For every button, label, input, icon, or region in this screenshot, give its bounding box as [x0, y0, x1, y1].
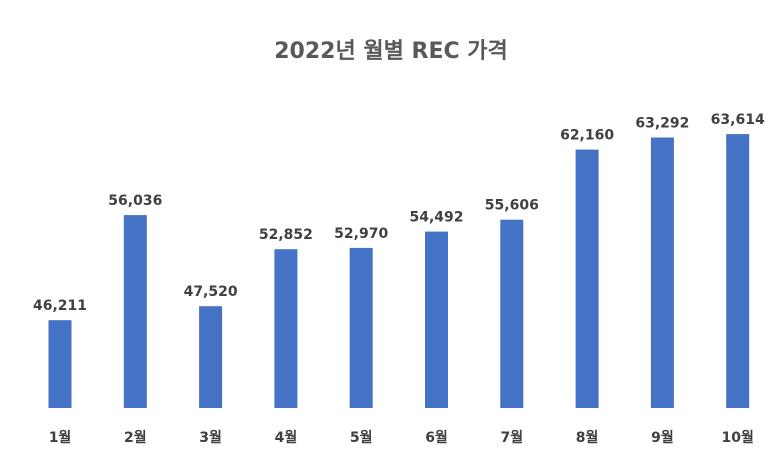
data-label-2: 56,036: [108, 193, 162, 209]
bar-3: [199, 306, 223, 408]
bar-1: [48, 320, 72, 408]
bar-9: [650, 137, 674, 408]
bar-8: [575, 149, 599, 408]
x-tick-label-8: 8월: [576, 429, 599, 446]
data-label-1: 46,211: [33, 298, 87, 314]
bar-4: [274, 249, 298, 408]
bar-7: [500, 219, 524, 408]
data-label-4: 52,852: [259, 227, 313, 243]
bar-6: [425, 231, 448, 408]
x-tick-label-3: 3월: [199, 429, 222, 446]
bar-2: [123, 215, 147, 408]
data-label-8: 62,160: [560, 128, 614, 144]
data-label-6: 54,492: [409, 210, 463, 226]
x-tick-label-4: 4월: [275, 429, 298, 446]
x-tick-label-1: 1월: [49, 429, 72, 446]
chart-title: 2022년 월별 REC 가격: [274, 39, 508, 64]
data-label-5: 52,970: [334, 226, 388, 242]
data-label-3: 47,520: [184, 284, 238, 300]
x-tick-label-6: 6월: [425, 429, 448, 446]
data-label-9: 63,292: [635, 116, 689, 132]
x-tick-label-10: 10월: [722, 429, 754, 446]
plot-area: 46,211 1월 56,036 2월 47,520 3월 52,852 4월 52,970 5월…: [33, 112, 765, 446]
data-label-7: 55,606: [485, 198, 539, 214]
bar-10: [726, 134, 750, 408]
x-tick-label-5: 5월: [350, 429, 373, 446]
x-tick-label-7: 7월: [500, 429, 523, 446]
x-tick-label-2: 2월: [124, 429, 147, 446]
x-tick-label-9: 9월: [651, 429, 674, 446]
bar-5: [349, 247, 373, 408]
data-label-10: 63,614: [711, 112, 765, 128]
